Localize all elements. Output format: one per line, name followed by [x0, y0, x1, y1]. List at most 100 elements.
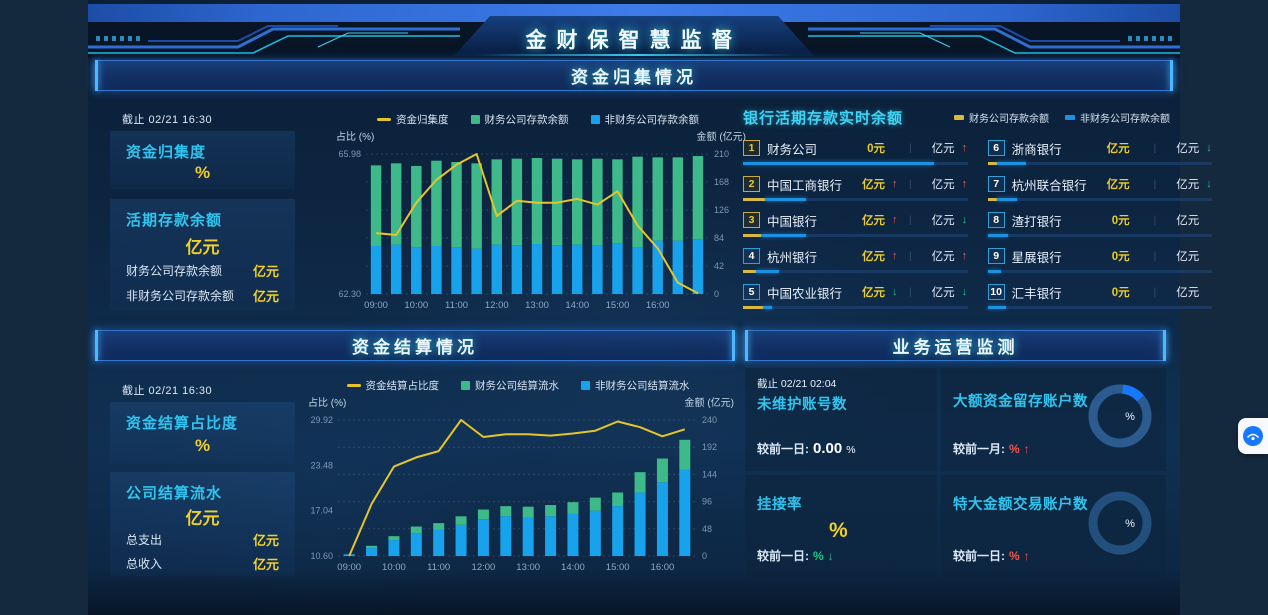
trend-arrow-icon: ↑ — [961, 178, 968, 190]
bank-name: 中国农业银行 — [767, 286, 843, 301]
bank-row[interactable]: 3 中国银行 亿元 ↑ | 亿元 ↓ — [743, 210, 972, 246]
bank-row[interactable]: 4 杭州银行 亿元 ↑ | 亿元 ↑ — [743, 246, 972, 282]
value-separator: | — [909, 250, 912, 262]
bank-row-line: 7 杭州联合银行 亿元 | 亿元 ↓ — [987, 174, 1217, 194]
row-label: 总收入 — [126, 557, 163, 571]
finance-progress-segment — [987, 198, 997, 201]
circuit-lines-left-icon — [88, 25, 460, 54]
value-separator: | — [909, 214, 912, 226]
balance-progress-track — [987, 198, 1213, 201]
legend-item: 财务公司存款余额 — [954, 110, 1049, 125]
banner-dots-left-icon — [96, 36, 140, 41]
compare-unit: % — [846, 444, 856, 456]
rank-badge: 2 — [743, 176, 760, 192]
compare-row: 较前一日: 0.00 % — [757, 440, 856, 457]
up-arrow-icon: ↑ — [1023, 549, 1030, 563]
legend-item: 非财务公司存款余额 — [1065, 110, 1170, 125]
finance-company-value: 亿元 — [1106, 143, 1130, 155]
finance-progress-segment — [743, 198, 766, 201]
bank-row[interactable]: 9 星展银行 0元 | 亿元 — [987, 246, 1217, 282]
svg-text:10:00: 10:00 — [404, 300, 428, 311]
circuit-lines-right-icon — [808, 25, 1180, 54]
row-label: 总支出 — [126, 533, 163, 547]
non-finance-company-value: 亿元 — [1176, 179, 1200, 191]
bank-list: 1 财务公司 0元 | 亿元 ↑ 2 中国工商银行 亿元 ↑ | 亿元 ↑ — [743, 138, 1213, 318]
finance-progress-segment — [743, 306, 764, 309]
compare-label: 较前一日: — [953, 549, 1005, 563]
svg-text:29.92: 29.92 — [310, 415, 333, 425]
non-finance-progress-segment — [765, 198, 806, 201]
stat-value: % — [194, 436, 211, 455]
fund-collection-asof: 截止 02/21 16:30 — [122, 114, 213, 126]
rank-badge: 9 — [987, 248, 1005, 264]
bank-name: 中国银行 — [767, 214, 818, 229]
row-value: 亿元 — [252, 289, 279, 304]
quad-large-fund-accounts: 大额资金留存账户数 较前一月: % ↑ % — [941, 368, 1166, 471]
finance-company-value: 0元 — [1111, 251, 1130, 263]
non-finance-company-value: 亿元 — [931, 143, 955, 155]
svg-text:14:00: 14:00 — [561, 562, 585, 573]
bank-row[interactable]: 5 中国农业银行 亿元 ↓ | 亿元 ↓ — [743, 282, 972, 318]
fund-collection-ratio-card: 资金归集度 % — [110, 131, 295, 189]
svg-text:%: % — [1125, 518, 1135, 530]
svg-text:240: 240 — [702, 415, 717, 425]
svg-text:48: 48 — [702, 524, 712, 534]
bank-list-column-right: 6 浙商银行 亿元 | 亿元 ↓ 7 杭州联合银行 亿元 | 亿元 ↓ — [987, 138, 1217, 318]
section-title: 资金结算情况 — [352, 338, 478, 357]
bank-row[interactable]: 6 浙商银行 亿元 | 亿元 ↓ — [987, 138, 1217, 174]
quad-unmaintained-accounts: 截止 02/21 02:04 未维护账号数 较前一日: 0.00 % — [745, 368, 937, 471]
bank-row[interactable]: 10 汇丰银行 0元 | 亿元 — [987, 282, 1217, 318]
balance-progress-track — [743, 306, 968, 309]
balance-progress-track — [743, 198, 968, 201]
balance-progress-track — [743, 270, 968, 273]
row-value: 亿元 — [252, 557, 279, 572]
svg-text:11:00: 11:00 — [427, 562, 450, 573]
finance-company-value: 0元 — [867, 143, 886, 155]
finance-company-value: 亿元 — [862, 215, 886, 227]
compare-row: 较前一日: % ↓ — [757, 547, 834, 564]
bank-balance-panel: 银行活期存款实时余额 财务公司存款余额 非财务公司存款余额 1 财务公司 0元 |… — [743, 104, 1213, 320]
rank-badge: 6 — [987, 140, 1005, 156]
svg-text:金额 (亿元): 金额 (亿元) — [697, 130, 746, 143]
fund-collection-chart: 资金归集度 财务公司存款余额 非财务公司存款余额 占比 (%) 金额 (亿元) 210 1… — [328, 110, 748, 316]
finance-company-value: 0元 — [1111, 215, 1130, 227]
non-finance-progress-segment — [760, 234, 806, 237]
svg-text:13:00: 13:00 — [516, 562, 540, 573]
non-finance-progress-segment — [987, 270, 1002, 273]
svg-text:占比 (%): 占比 (%) — [336, 130, 374, 143]
stat-row: 财务公司存款余额 亿元 — [126, 261, 279, 280]
stat-label: 资金归集度 — [126, 144, 207, 161]
stat-row: 总支出 亿元 — [126, 530, 279, 549]
legend-item: 财务公司存款余额 — [470, 112, 569, 127]
bank-name: 杭州联合银行 — [1011, 178, 1087, 193]
finance-progress-segment — [743, 270, 757, 273]
stat-row: 非财务公司存款余额 亿元 — [126, 286, 279, 305]
bank-row[interactable]: 2 中国工商银行 亿元 ↑ | 亿元 ↑ — [743, 174, 972, 210]
value-separator: | — [1153, 286, 1157, 298]
row-label: 非财务公司存款余额 — [126, 289, 235, 303]
svg-text:09:00: 09:00 — [364, 300, 388, 311]
bank-row[interactable]: 1 财务公司 0元 | 亿元 ↑ — [743, 138, 972, 174]
trend-arrow-icon: ↑ — [892, 178, 898, 190]
rank-badge: 10 — [987, 284, 1005, 300]
operations-asof: 截止 02/21 02:04 — [757, 378, 837, 390]
bank-row[interactable]: 8 渣打银行 0元 | 亿元 — [987, 210, 1217, 246]
dashboard: 金财保智慧监督 资金归集情况 资金结算情况 业务运营监测 截止 02/21 16… — [88, 0, 1213, 615]
compare-row: 较前一日: % ↑ — [953, 547, 1030, 564]
floating-widget-tab[interactable] — [1238, 418, 1268, 454]
bank-name: 浙商银行 — [1011, 142, 1062, 157]
row-value: 亿元 — [252, 264, 279, 279]
compare-row: 较前一月: % ↑ — [953, 440, 1030, 457]
svg-text:15:00: 15:00 — [606, 562, 630, 573]
legend-item: 资金结算占比度 — [346, 378, 439, 393]
bank-row[interactable]: 7 杭州联合银行 亿元 | 亿元 ↓ — [987, 174, 1217, 210]
attach-rate-value: % — [829, 519, 848, 542]
row-label: 财务公司存款余额 — [126, 264, 223, 278]
value-separator: | — [1153, 178, 1157, 190]
stat-row: 总收入 亿元 — [126, 554, 279, 573]
chart-legend: 资金归集度 财务公司存款余额 非财务公司存款余额 — [328, 110, 748, 128]
value-separator: | — [909, 178, 912, 190]
svg-text:金额 (亿元): 金额 (亿元) — [685, 396, 734, 409]
svg-text:144: 144 — [702, 469, 717, 479]
app-title: 金财保智慧监督 — [525, 29, 743, 52]
